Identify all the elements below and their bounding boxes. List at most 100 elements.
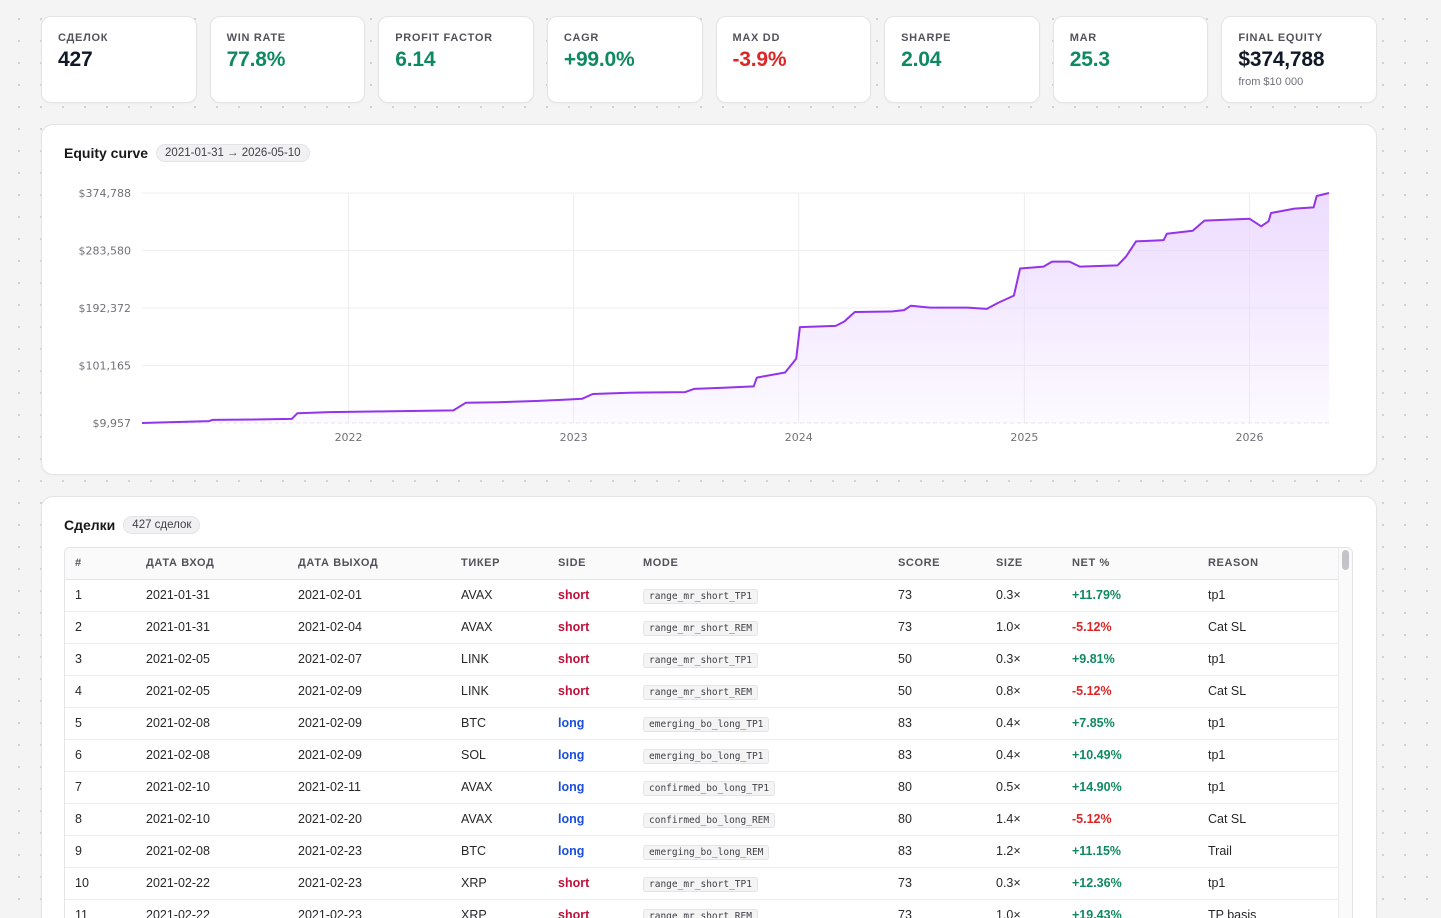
cell-score: 50 (898, 684, 912, 698)
cell-ticker: AVAX (461, 620, 493, 634)
table-row[interactable]: 1 2021-01-31 2021-02-01 AVAX short range_mr_s… (65, 579, 1339, 611)
cell-net: +19.43% (1072, 908, 1122, 918)
cell-reason: tp1 (1208, 588, 1226, 602)
cell-size: 1.0× (996, 620, 1021, 634)
cell-entry-date: 2021-02-08 (146, 748, 210, 762)
mode-tag: range_mr_short_TP1 (643, 589, 758, 604)
stat-card-profit-factor: PROFIT FACTOR 6.14 (378, 16, 534, 103)
cell-size: 1.0× (996, 908, 1021, 918)
table-row[interactable]: 7 2021-02-10 2021-02-11 AVAX long confirmed_b… (65, 771, 1339, 803)
cell-ticker: AVAX (461, 588, 493, 602)
table-row[interactable]: 5 2021-02-08 2021-02-09 BTC long emerging_bo_… (65, 707, 1339, 739)
stat-value: +99.0% (563, 48, 635, 71)
table-row[interactable]: 8 2021-02-10 2021-02-20 AVAX long confirmed_b… (65, 803, 1339, 835)
cell-mode: range_mr_short_TP1 (633, 579, 888, 611)
cell-side: short (558, 908, 590, 918)
cell-score: 83 (898, 844, 912, 858)
stat-card-win-rate: WIN RATE 77.8% (209, 16, 366, 103)
mode-tag: range_mr_short_TP1 (643, 653, 758, 668)
table-row[interactable]: 10 2021-02-22 2021-02-23 XRP short range_mr_s… (65, 867, 1339, 899)
cell-index: 3 (75, 652, 82, 666)
mode-tag: confirmed_bo_long_REM (643, 813, 776, 828)
stats-row: СДЕЛОК 427 WIN RATE 77.8% PROFIT FACTOR … (41, 16, 1377, 103)
table-row[interactable]: 3 2021-02-05 2021-02-07 LINK short range_mr_s… (65, 643, 1339, 675)
cell-net: +14.90% (1072, 780, 1122, 794)
x-tick-label: 2024 (785, 431, 813, 444)
mode-tag: emerging_bo_long_REM (643, 845, 770, 860)
cell-reason: tp1 (1208, 876, 1226, 890)
cell-ticker: XRP (461, 876, 487, 890)
cell-entry-date: 2021-02-08 (146, 844, 210, 858)
mode-tag: confirmed_bo_long_TP1 (643, 781, 776, 796)
cell-score: 73 (898, 876, 912, 890)
table-scrollbar[interactable] (1338, 548, 1352, 918)
table-row[interactable]: 2 2021-01-31 2021-02-04 AVAX short range_mr_s… (65, 611, 1339, 643)
stat-value: 6.14 (395, 48, 436, 71)
cell-exit-date: 2021-02-09 (298, 684, 362, 698)
table-scrollbar-thumb[interactable] (1342, 550, 1349, 570)
cell-score: 80 (898, 780, 912, 794)
col-header-index[interactable]: # (65, 548, 136, 580)
col-header-mode[interactable]: MODE (633, 548, 888, 580)
cell-mode: range_mr_short_REM (633, 611, 888, 643)
col-header-score[interactable]: SCORE (888, 548, 986, 580)
cell-side: short (558, 620, 590, 634)
stat-value: 25.3 (1069, 48, 1110, 71)
cell-exit-date: 2021-02-23 (298, 876, 362, 890)
mode-tag: range_mr_short_TP1 (643, 877, 758, 892)
mode-tag: range_mr_short_REM (643, 621, 758, 636)
stat-card-cagr: CAGR +99.0% (546, 16, 703, 103)
table-row[interactable]: 4 2021-02-05 2021-02-09 LINK short range_mr_s… (65, 675, 1339, 707)
cell-size: 1.4× (996, 812, 1021, 826)
cell-index: 10 (75, 876, 89, 890)
cell-ticker: SOL (461, 748, 487, 762)
table-row[interactable]: 6 2021-02-08 2021-02-09 SOL long emerging_bo_… (65, 739, 1339, 771)
cell-reason: tp1 (1208, 748, 1226, 762)
table-header-row: # ДАТА ВХОД ДАТА ВЫХОД ТИКЕР SIDE MODE S… (65, 548, 1339, 580)
mode-tag: range_mr_short_REM (643, 909, 758, 918)
date-range-badge: 2021-01-31 → 2026-05-10 (156, 144, 310, 162)
col-header-exit-date[interactable]: ДАТА ВЫХОД (288, 548, 451, 580)
cell-ticker: BTC (461, 716, 486, 730)
col-header-ticker[interactable]: ТИКЕР (451, 548, 548, 580)
cell-side: short (558, 876, 590, 890)
stat-card-trades: СДЕЛОК 427 (41, 16, 197, 103)
cell-score: 73 (898, 620, 912, 634)
stat-card-final-equity: FINAL EQUITY $374,788 from $10 000 (1221, 16, 1377, 103)
mode-tag: range_mr_short_REM (643, 685, 758, 700)
col-header-side[interactable]: SIDE (548, 548, 633, 580)
cell-score: 50 (898, 652, 912, 666)
cell-reason: Trail (1208, 844, 1232, 858)
col-header-net[interactable]: NET % (1062, 548, 1198, 580)
trades-table-container[interactable]: # ДАТА ВХОД ДАТА ВЫХОД ТИКЕР SIDE MODE S… (64, 547, 1353, 918)
cell-size: 0.3× (996, 876, 1021, 890)
cell-side: short (558, 684, 590, 698)
equity-card-header: Equity curve 2021-01-31 → 2026-05-10 (64, 144, 310, 162)
table-row[interactable]: 11 2021-02-22 2021-02-23 XRP short range_mr_s… (65, 899, 1339, 918)
cell-index: 6 (75, 748, 82, 762)
cell-reason: Cat SL (1208, 812, 1247, 826)
y-tick-label: $374,788 (79, 187, 132, 200)
cell-mode: range_mr_short_TP1 (633, 643, 888, 675)
cell-net: -5.12% (1072, 620, 1112, 634)
cell-entry-date: 2021-02-10 (146, 812, 210, 826)
cell-index: 4 (75, 684, 82, 698)
trades-count-badge: 427 сделок (123, 516, 201, 534)
col-header-reason[interactable]: REASON (1198, 548, 1339, 580)
cell-ticker: AVAX (461, 780, 493, 794)
stat-label: WIN RATE (226, 32, 286, 44)
cell-mode: emerging_bo_long_TP1 (633, 739, 888, 771)
cell-index: 11 (75, 908, 88, 918)
cell-entry-date: 2021-02-05 (146, 652, 210, 666)
stat-card-mar: MAR 25.3 (1052, 16, 1209, 103)
table-row[interactable]: 9 2021-02-08 2021-02-23 BTC long emerging_bo_… (65, 835, 1339, 867)
cell-reason: tp1 (1208, 652, 1226, 666)
stat-label: SHARPE (901, 32, 952, 44)
equity-chart[interactable]: $9,957 $101,165 $192,372 $283,580 $374,788 20… (42, 125, 1376, 474)
cell-size: 1.2× (996, 844, 1021, 858)
col-header-entry-date[interactable]: ДАТА ВХОД (136, 548, 288, 580)
cell-mode: range_mr_short_TP1 (633, 867, 888, 899)
col-header-size[interactable]: SIZE (986, 548, 1062, 580)
cell-reason: Cat SL (1208, 684, 1247, 698)
cell-exit-date: 2021-02-04 (298, 620, 362, 634)
